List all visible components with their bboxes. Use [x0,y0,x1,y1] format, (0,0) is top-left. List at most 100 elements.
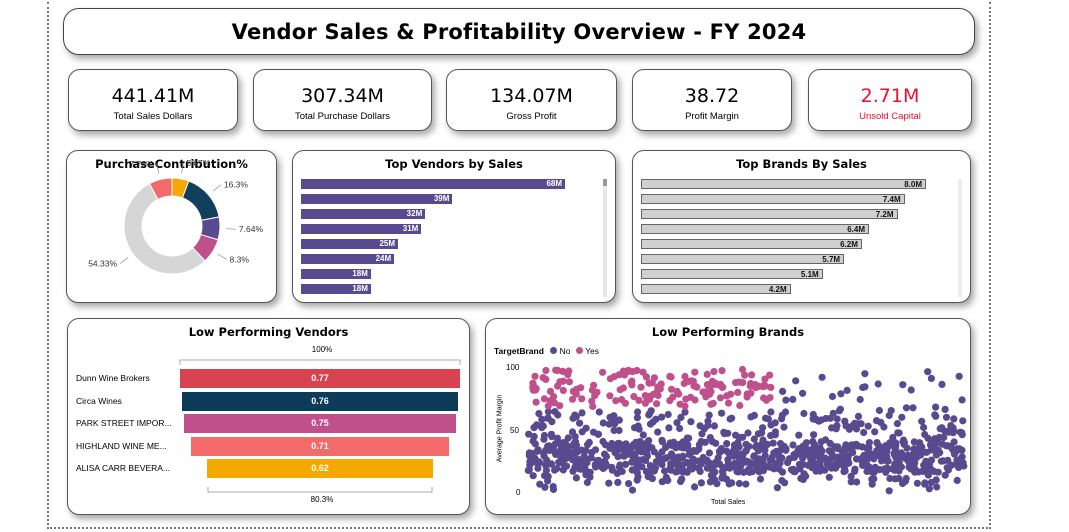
scatter-point[interactable] [778,411,786,419]
scatter-point[interactable] [650,374,658,382]
scatter-point[interactable] [883,457,891,465]
scatter-point[interactable] [602,461,611,469]
scatter-point[interactable] [899,451,907,459]
kpi-total-sales[interactable]: 441.41M Total Sales Dollars [68,69,238,131]
scatter-point[interactable] [809,437,817,446]
scatter-point[interactable] [834,443,842,451]
bar[interactable]: 4.2M [641,284,791,294]
scatter-point[interactable] [643,396,651,404]
scatter-point[interactable] [572,474,580,482]
scatter-point[interactable] [864,422,872,430]
scatter-point[interactable] [941,427,949,435]
funnel-bar[interactable]: 0.77 [180,369,460,388]
scatter-point[interactable] [938,440,946,448]
scatter-point[interactable] [582,471,590,479]
scatter-point[interactable] [540,435,548,443]
scatter-point[interactable] [847,478,855,486]
scatter-point[interactable] [863,467,871,475]
scatter-point[interactable] [612,397,620,405]
scatter-point[interactable] [675,453,683,461]
bar[interactable]: 18M [301,284,371,294]
scatter-point[interactable] [563,454,571,462]
scatter-point[interactable] [675,440,684,448]
scatter-point[interactable] [620,452,628,460]
bar[interactable]: 7.2M [641,209,898,219]
funnel-bar[interactable]: 0.62 [207,459,433,478]
scatter-point[interactable] [873,439,881,447]
scatter-point[interactable] [838,453,846,462]
scatter-point[interactable] [605,420,613,428]
funnel-bar[interactable]: 0.76 [181,391,459,411]
scatter-point[interactable] [703,381,711,389]
scatter-point[interactable] [606,392,614,400]
scatter-point[interactable] [755,467,763,475]
scatter-point[interactable] [905,463,913,471]
scatter-point[interactable] [582,446,590,455]
scatter-point[interactable] [795,431,803,439]
scatter-point[interactable] [690,456,698,464]
kpi-gross-profit[interactable]: 134.07M Gross Profit [446,69,617,131]
scatter-point[interactable] [661,467,669,475]
scatter-point[interactable] [588,397,596,405]
scatter-point[interactable] [718,367,726,375]
scatter-point[interactable] [747,413,755,421]
scatter-point[interactable] [903,444,911,452]
scatter-point[interactable] [702,388,710,396]
scatter-point[interactable] [614,478,622,486]
scatter-point[interactable] [927,478,935,487]
scatter-point[interactable] [568,395,577,403]
scatter-point[interactable] [618,445,626,453]
scatter-point[interactable] [564,434,572,442]
scatter-point[interactable] [547,430,555,438]
scatter-point[interactable] [932,412,940,420]
scatter-point[interactable] [909,404,917,412]
scatter-point[interactable] [859,461,867,469]
scatter-point[interactable] [766,371,774,379]
scatter-point[interactable] [759,438,767,447]
scatter-point[interactable] [902,404,910,412]
scatter-point[interactable] [551,408,559,416]
scatter-point[interactable] [872,417,881,425]
scatter-point[interactable] [818,373,826,381]
scatter-point[interactable] [535,410,543,418]
scatter-point[interactable] [633,476,641,484]
scrollbar-thumb[interactable] [958,179,962,297]
scatter-point[interactable] [627,444,635,452]
scatter-point[interactable] [544,472,552,481]
scatter-point[interactable] [739,379,747,387]
scatter-point[interactable] [691,368,699,376]
scatter-point[interactable] [767,408,775,416]
scatter-point[interactable] [877,446,885,454]
scatter-point[interactable] [739,433,747,441]
scatter-point[interactable] [759,424,767,432]
scatter-point[interactable] [854,412,863,420]
scatter-point[interactable] [682,395,690,403]
scatter-point[interactable] [902,474,910,483]
scatter-point[interactable] [580,452,588,460]
scatter-point[interactable] [662,443,670,451]
scatter-point[interactable] [958,396,966,404]
vendor-bar-chart[interactable]: 68M 39M 32M 31M 25M 24M 18M 18M [301,179,591,299]
legend-yes-label[interactable]: Yes [585,346,599,356]
scatter-point[interactable] [632,438,640,446]
donut-slice[interactable] [123,182,206,275]
funnel-bar[interactable]: 0.75 [183,414,457,433]
scatter-point[interactable] [531,386,539,394]
scatter-point[interactable] [531,458,540,466]
scatter-point[interactable] [628,486,637,494]
scatter-point[interactable] [696,467,704,476]
scatter-point[interactable] [726,415,734,423]
scatter-point[interactable] [621,460,630,468]
scatter-point[interactable] [950,438,958,446]
scatter-point[interactable] [831,453,839,462]
scatter-point[interactable] [644,440,652,448]
scatter-point[interactable] [747,379,755,388]
scatter-point[interactable] [634,408,642,416]
scatter-point[interactable] [833,415,841,423]
scatter-point[interactable] [880,423,888,431]
scatter-point[interactable] [766,463,774,471]
scatter-point[interactable] [741,458,749,466]
scatter-point[interactable] [734,388,742,396]
scatter-point[interactable] [658,448,666,456]
scatter-point[interactable] [723,440,731,448]
